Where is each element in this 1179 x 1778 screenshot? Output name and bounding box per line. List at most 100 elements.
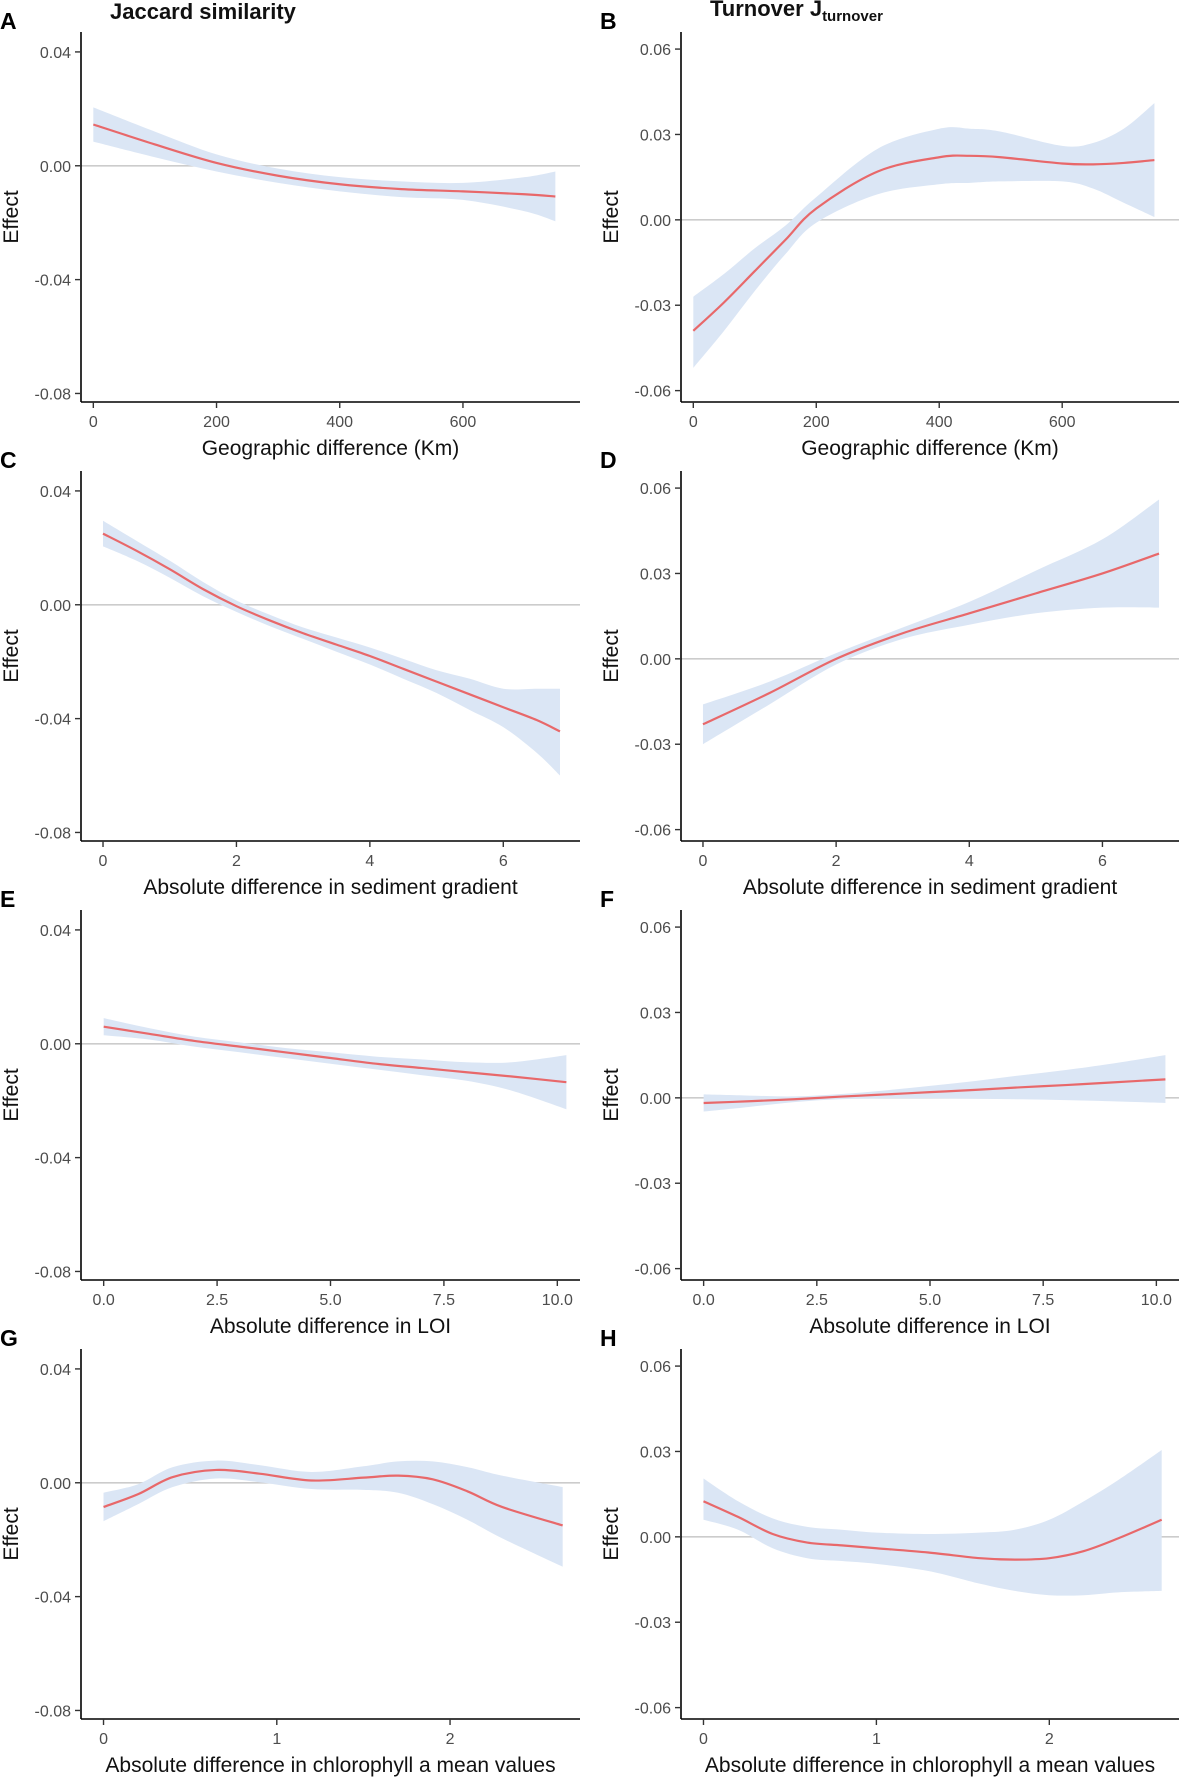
panel-label-a: A bbox=[0, 8, 17, 34]
x-tick-label-f-0: 0.0 bbox=[693, 1292, 715, 1309]
x-axis-title-g: Absolute difference in chlorophyll a mea… bbox=[105, 1754, 555, 1777]
y-tick-label-g-0: 0.04 bbox=[40, 1362, 71, 1379]
y-axis-title-h: Effect bbox=[600, 1507, 623, 1560]
y-tick-label-h-1: 0.03 bbox=[640, 1444, 671, 1461]
y-tick-label-b-1: 0.03 bbox=[640, 127, 671, 144]
x-tick-label-g-2: 2 bbox=[446, 1731, 455, 1748]
y-tick-label-h-0: 0.06 bbox=[640, 1359, 671, 1376]
panel-label-h: H bbox=[600, 1325, 617, 1351]
confidence-band-b bbox=[693, 103, 1155, 368]
fit-line-b bbox=[692, 154, 1155, 332]
x-tick-label-c-1: 2 bbox=[232, 853, 241, 870]
y-tick-label-c-0: 0.04 bbox=[40, 484, 71, 501]
panel-label-d: D bbox=[600, 447, 617, 473]
y-tick-label-d-2: 0.00 bbox=[640, 652, 671, 669]
column-title-turnover-sub: turnover bbox=[822, 8, 883, 25]
column-title-turnover-main: Turnover J bbox=[710, 0, 822, 21]
panel-label-b: B bbox=[600, 8, 617, 34]
fit-line-d bbox=[702, 552, 1160, 726]
y-tick-label-e-3: -0.08 bbox=[35, 1264, 72, 1281]
panel-f: 0.06 0.03 0.00 -0.03 -0.06 0.0 2.5 5.0 7.5 10.0 Ab… bbox=[600, 886, 1179, 1338]
y-tick-label-f-4: -0.06 bbox=[635, 1262, 672, 1279]
y-tick-label-g-1: 0.00 bbox=[40, 1476, 71, 1493]
panel-b: 0.06 0.03 0.00 -0.03 -0.06 0 200 400 600 Geograph… bbox=[600, 8, 1179, 460]
confidence-band-e bbox=[103, 1018, 567, 1110]
y-tick-label-c-3: -0.08 bbox=[35, 825, 72, 842]
y-tick-label-d-1: 0.03 bbox=[640, 566, 671, 583]
x-axis-title-a: Geographic difference (Km) bbox=[202, 437, 460, 460]
fit-line-f bbox=[703, 1078, 1166, 1105]
y-tick-label-e-0: 0.04 bbox=[40, 923, 71, 940]
y-tick-label-a-0: 0.04 bbox=[40, 45, 71, 62]
panel-label-e: E bbox=[0, 886, 15, 912]
confidence-band-d bbox=[702, 499, 1160, 745]
y-tick-label-b-4: -0.06 bbox=[635, 384, 672, 401]
x-tick-label-g-1: 1 bbox=[272, 1731, 281, 1748]
x-tick-label-g-0: 0 bbox=[99, 1731, 108, 1748]
x-tick-label-b-0: 0 bbox=[689, 414, 698, 431]
y-axis-title-e: Effect bbox=[0, 1068, 23, 1121]
y-tick-label-b-2: 0.00 bbox=[640, 213, 671, 230]
panel-label-g: G bbox=[0, 1325, 18, 1351]
x-tick-label-f-1: 2.5 bbox=[806, 1292, 828, 1309]
x-axis-title-e: Absolute difference in LOI bbox=[210, 1315, 451, 1338]
x-tick-label-d-1: 2 bbox=[832, 853, 841, 870]
y-tick-label-g-2: -0.04 bbox=[35, 1590, 72, 1607]
fit-line-a bbox=[92, 123, 556, 198]
y-tick-label-c-2: -0.04 bbox=[35, 712, 72, 729]
column-title-turnover: Turnover Jturnover bbox=[710, 0, 883, 25]
y-tick-label-h-4: -0.06 bbox=[635, 1701, 672, 1718]
y-tick-label-f-2: 0.00 bbox=[640, 1091, 671, 1108]
x-tick-label-d-2: 4 bbox=[965, 853, 974, 870]
x-tick-label-a-2: 400 bbox=[326, 414, 353, 431]
y-tick-label-d-3: -0.03 bbox=[635, 737, 672, 754]
x-tick-label-c-3: 6 bbox=[499, 853, 508, 870]
x-tick-label-c-0: 0 bbox=[99, 853, 108, 870]
x-axis-title-h: Absolute difference in chlorophyll a mea… bbox=[705, 1754, 1155, 1777]
panel-a: 0.04 0.00 -0.04 -0.08 0 200 400 600 Geographic d… bbox=[0, 8, 580, 460]
x-axis-title-f: Absolute difference in LOI bbox=[809, 1315, 1050, 1338]
confidence-band-a bbox=[93, 107, 556, 222]
y-axis-title-d: Effect bbox=[600, 629, 623, 682]
y-tick-label-h-3: -0.03 bbox=[635, 1615, 672, 1632]
x-axis-title-c: Absolute difference in sediment gradient bbox=[143, 876, 518, 899]
panel-h: 0.06 0.03 0.00 -0.03 -0.06 0 1 2 Absolute differ… bbox=[600, 1325, 1179, 1777]
y-axis-title-f: Effect bbox=[600, 1068, 623, 1121]
x-tick-label-e-0: 0.0 bbox=[93, 1292, 115, 1309]
confidence-band-g bbox=[103, 1460, 563, 1567]
panel-c: 0.04 0.00 -0.04 -0.08 0 2 4 6 Absolute differenc… bbox=[0, 447, 580, 899]
panel-g: 0.04 0.00 -0.04 -0.08 0 1 2 Absolute difference… bbox=[0, 1325, 580, 1777]
y-tick-label-a-2: -0.04 bbox=[35, 273, 72, 290]
confidence-band-h bbox=[703, 1450, 1162, 1596]
fit-line-c bbox=[102, 532, 561, 733]
y-tick-label-c-1: 0.00 bbox=[40, 598, 71, 615]
x-tick-label-c-2: 4 bbox=[365, 853, 374, 870]
y-tick-label-e-1: 0.00 bbox=[40, 1037, 71, 1054]
y-tick-label-d-0: 0.06 bbox=[640, 481, 671, 498]
x-tick-label-h-0: 0 bbox=[699, 1731, 708, 1748]
y-tick-label-d-4: -0.06 bbox=[635, 823, 672, 840]
y-tick-label-h-2: 0.00 bbox=[640, 1530, 671, 1547]
x-axis-title-b: Geographic difference (Km) bbox=[801, 437, 1059, 460]
y-axis-title-c: Effect bbox=[0, 629, 23, 682]
x-tick-label-a-3: 600 bbox=[450, 414, 477, 431]
y-tick-label-f-3: -0.03 bbox=[635, 1176, 672, 1193]
y-tick-label-f-0: 0.06 bbox=[640, 920, 671, 937]
fit-line-h bbox=[703, 1500, 1163, 1561]
x-tick-label-b-2: 400 bbox=[926, 414, 953, 431]
y-axis-title-a: Effect bbox=[0, 190, 23, 243]
fit-line-g bbox=[103, 1468, 563, 1527]
x-tick-label-f-3: 7.5 bbox=[1032, 1292, 1054, 1309]
y-tick-label-b-0: 0.06 bbox=[640, 42, 671, 59]
x-tick-label-e-3: 7.5 bbox=[433, 1292, 455, 1309]
y-tick-label-f-1: 0.03 bbox=[640, 1005, 671, 1022]
x-tick-label-e-1: 2.5 bbox=[206, 1292, 228, 1309]
panel-e: 0.04 0.00 -0.04 -0.08 0.0 2.5 5.0 7.5 10.0 Absolu… bbox=[0, 886, 580, 1338]
y-axis-title-b: Effect bbox=[600, 190, 623, 243]
x-axis-title-d: Absolute difference in sediment gradient bbox=[743, 876, 1118, 899]
x-tick-label-h-1: 1 bbox=[872, 1731, 881, 1748]
x-tick-label-a-0: 0 bbox=[89, 414, 98, 431]
column-title-jaccard: Jaccard similarity bbox=[110, 0, 297, 24]
